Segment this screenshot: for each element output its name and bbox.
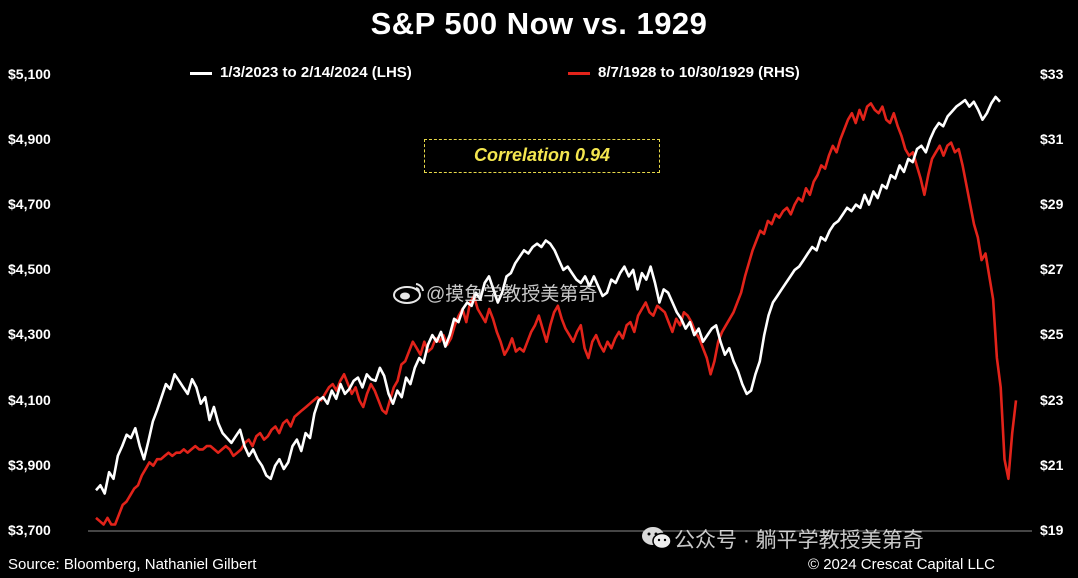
legend-swatch-red [568,71,590,75]
legend-label-2023: 1/3/2023 to 2/14/2024 (LHS) [220,64,412,81]
series-line-1929 [95,102,1018,526]
chart-title: S&P 500 Now vs. 1929 [370,6,708,41]
y-right-tick: $29 [1040,196,1064,212]
y-left-tick: $4,100 [8,392,51,408]
y-right-tick: $31 [1040,131,1064,147]
y-left-tick: $4,700 [8,196,51,212]
series-line-2023 [95,95,1001,495]
watermark-top: @摸鱼学教授美第奇 [392,279,597,310]
y-right-tick: $25 [1040,326,1064,342]
y-right-tick: $23 [1040,392,1064,408]
weibo-logo-icon [392,280,426,310]
legend-swatch-white [190,71,212,75]
y-right-tick: $27 [1040,261,1064,277]
y-left-tick: $4,300 [8,326,51,342]
y-left-tick: $3,900 [8,457,51,473]
correlation-annotation: Correlation 0.94 [424,139,660,173]
watermark-bottom: 公众号 · 躺平学教授美第奇 [640,524,924,558]
legend: 1/3/2023 to 2/14/2024 (LHS) 8/7/1928 to … [0,64,1078,84]
y-left-tick: $4,500 [8,261,51,277]
legend-item-1929: 8/7/1928 to 10/30/1929 (RHS) [568,64,800,81]
y-left-tick: $4,900 [8,131,51,147]
legend-label-1929: 8/7/1928 to 10/30/1929 (RHS) [598,64,800,81]
plot-lines [95,95,1018,526]
y-right-tick: $33 [1040,66,1064,82]
watermark-top-text: @摸鱼学教授美第奇 [426,284,598,305]
source-note: Source: Bloomberg, Nathaniel Gilbert [8,556,257,573]
y-left-tick: $3,700 [8,522,51,538]
y-left-tick: $5,100 [8,66,51,82]
y-right-tick: $21 [1040,457,1064,473]
wechat-logo-icon [640,524,674,558]
y-right-tick: $19 [1040,522,1064,538]
watermark-bottom-text: 公众号 · 躺平学教授美第奇 [674,529,924,552]
copyright-note: © 2024 Crescat Capital LLC [808,556,995,573]
legend-item-2023: 1/3/2023 to 2/14/2024 (LHS) [190,64,412,81]
